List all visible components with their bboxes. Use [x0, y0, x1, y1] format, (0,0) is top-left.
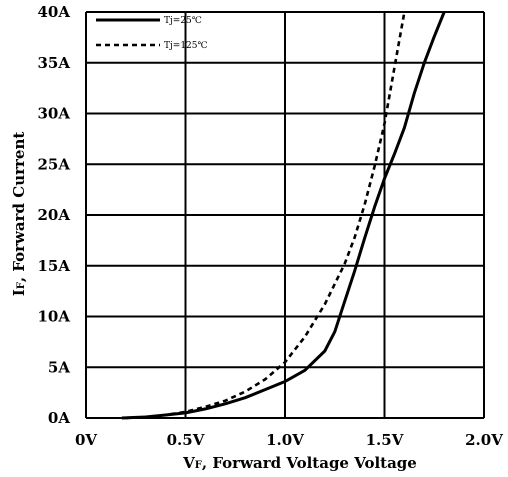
x-tick-label: 1.0V [266, 431, 304, 449]
y-axis-title-rest: , Forward Current [10, 132, 28, 283]
x-tick-label: 0V [75, 431, 97, 449]
legend-label: Tj=25℃ [164, 16, 202, 26]
y-tick-label: 5A [48, 358, 70, 376]
x-axis-title-main: V [182, 454, 195, 472]
x-axis-title-rest: , Forward Voltage Voltage [202, 454, 417, 472]
y-axis-title: IF, Forward Current [10, 132, 28, 297]
series-line-tj-25 [121, 11, 446, 420]
y-tick-label: 35A [37, 54, 70, 72]
x-tick-label: 0.5V [167, 431, 205, 449]
x-tick-label: 2.0V [465, 431, 503, 449]
y-tick-label: 30A [37, 105, 70, 123]
legend-label: Tj=125℃ [164, 41, 208, 51]
y-tick-label: 0A [48, 409, 70, 427]
y-tick-label: 25A [37, 155, 70, 173]
tick-labels: 0V 0.5V 1.0V 1.5V 2.0V 0A 5A 10A 15A 20A 25A 30A 35A… [37, 3, 503, 449]
grid-lines [85, 11, 485, 419]
data-series [121, 11, 446, 420]
y-axis-title-main: I [10, 289, 28, 296]
y-tick-label: 20A [37, 206, 70, 224]
legend: Tj=25℃ Tj=125℃ [96, 16, 208, 51]
x-axis-title: VF, Forward Voltage Voltage [182, 454, 417, 472]
x-tick-label: 1.5V [366, 431, 404, 449]
y-tick-label: 10A [37, 308, 70, 326]
y-tick-label: 40A [37, 3, 70, 21]
y-axis-title-sub: F [16, 282, 27, 289]
y-tick-label: 15A [37, 257, 70, 275]
series-line-tj-125 [125, 11, 406, 420]
x-axis-title-sub: F [195, 460, 202, 471]
